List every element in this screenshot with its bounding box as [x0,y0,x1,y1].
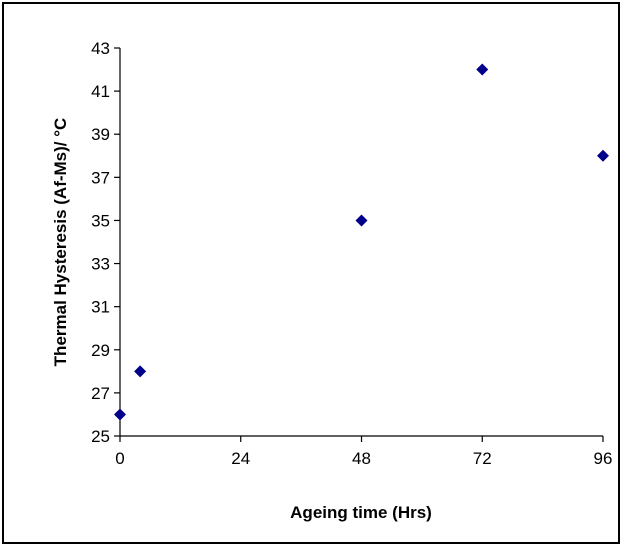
data-point-diamond [476,63,489,76]
x-tick-label: 96 [594,449,613,468]
y-tick-label: 35 [91,211,110,230]
data-point-diamond [597,149,609,162]
x-ticks: 0 24 48 72 96 [115,436,612,468]
x-tick-label: 0 [115,449,124,468]
y-tick-label: 37 [91,168,110,187]
y-ticks: 25 27 29 31 33 35 37 39 41 43 [91,39,120,446]
y-tick-label: 25 [91,427,110,446]
y-tick-label: 43 [91,39,110,58]
y-tick-label: 31 [91,298,110,317]
y-tick-label: 39 [91,125,110,144]
data-points [114,63,609,421]
data-point-diamond [134,365,147,378]
x-axis-title: Ageing time (Hrs) [290,503,432,522]
chart-frame [2,2,620,544]
data-point-diamond [114,408,126,421]
y-tick-label: 33 [91,255,110,274]
x-tick-label: 48 [352,449,371,468]
x-tick-label: 72 [473,449,492,468]
axes [119,48,603,437]
y-tick-label: 41 [91,82,110,101]
data-point-diamond [355,214,368,227]
y-tick-label: 29 [91,341,110,360]
y-tick-label: 27 [91,384,110,403]
y-axis-title: Thermal Hysteresis (Af-Ms)/ °C [51,118,70,367]
x-tick-label: 24 [231,449,250,468]
